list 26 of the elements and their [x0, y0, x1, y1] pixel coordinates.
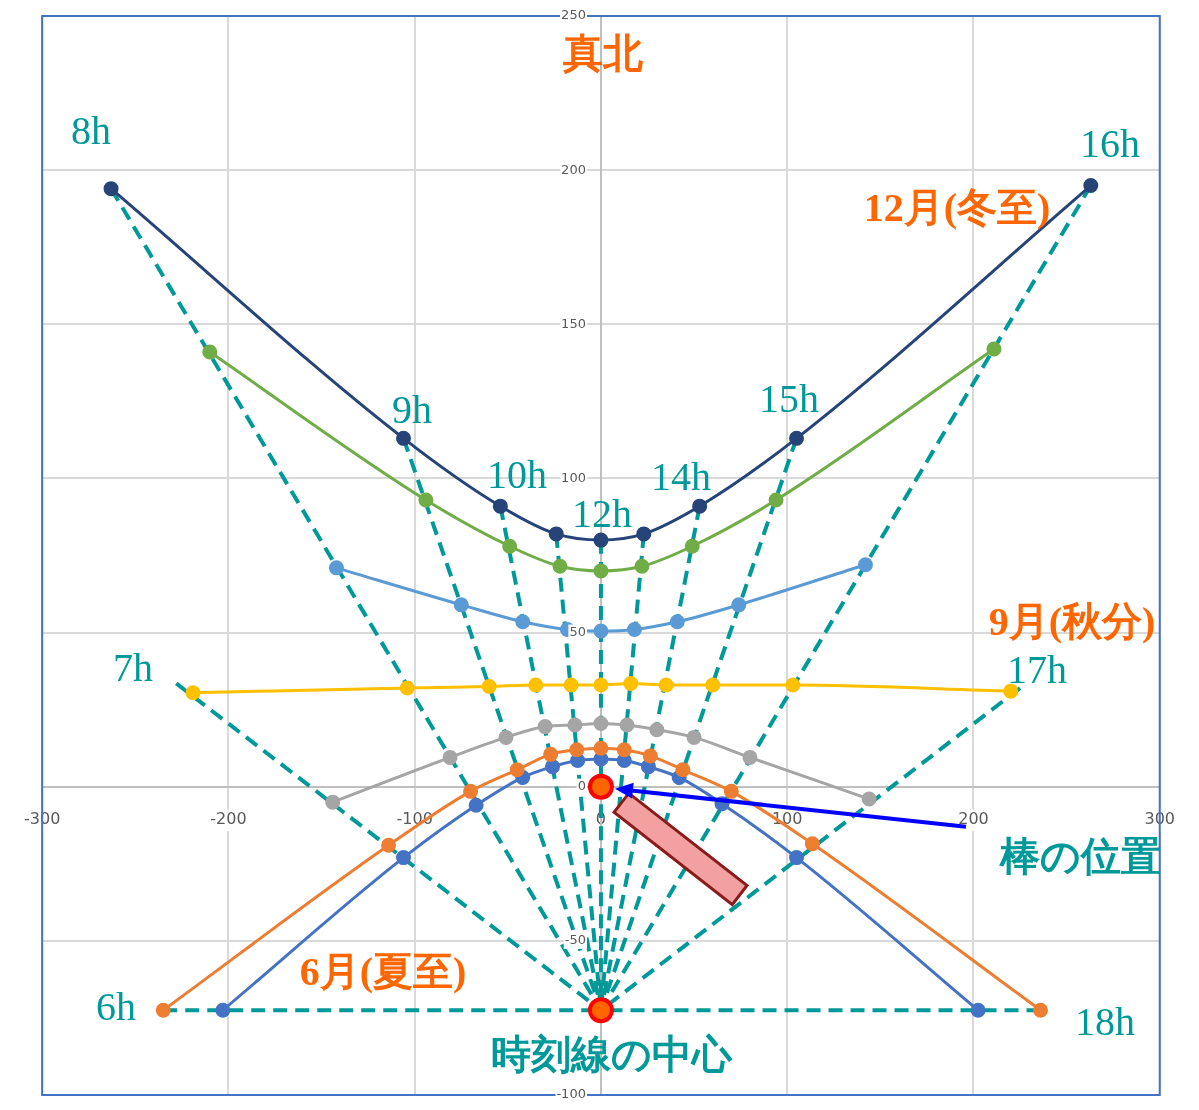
annotation: 9h	[392, 386, 432, 432]
y-tick-label: 200	[561, 161, 586, 177]
annotation: 12月(冬至)	[863, 185, 1051, 231]
annotation: 18h	[1075, 998, 1135, 1044]
annotation: 6h	[96, 983, 136, 1029]
y-tick-label: 0	[577, 778, 586, 794]
annotation: 15h	[759, 375, 819, 421]
annotation: 10h	[487, 451, 547, 497]
annotation: 7h	[113, 644, 153, 690]
annotation: 16h	[1080, 120, 1140, 166]
y-tick-label: -100	[556, 1086, 586, 1102]
y-tick-label: -50	[564, 932, 586, 948]
annotation: 真北	[562, 31, 644, 77]
y-tick-label: 50	[569, 623, 586, 639]
annotation: 8h	[71, 107, 111, 153]
annotation: 6月(夏至)	[299, 949, 467, 995]
y-tick-label: 250	[561, 7, 586, 23]
y-tick-label: 100	[561, 469, 586, 485]
x-tick-label: -200	[210, 809, 247, 829]
y-tick-label: 150	[561, 315, 586, 331]
annotation: 17h	[1007, 646, 1067, 692]
annotation: 12h	[572, 490, 632, 536]
annotation: 14h	[651, 453, 711, 499]
annotation: 時刻線の中心	[490, 1032, 733, 1078]
x-tick-label: 200	[958, 809, 989, 829]
annotation: 9月(秋分)	[988, 599, 1156, 645]
